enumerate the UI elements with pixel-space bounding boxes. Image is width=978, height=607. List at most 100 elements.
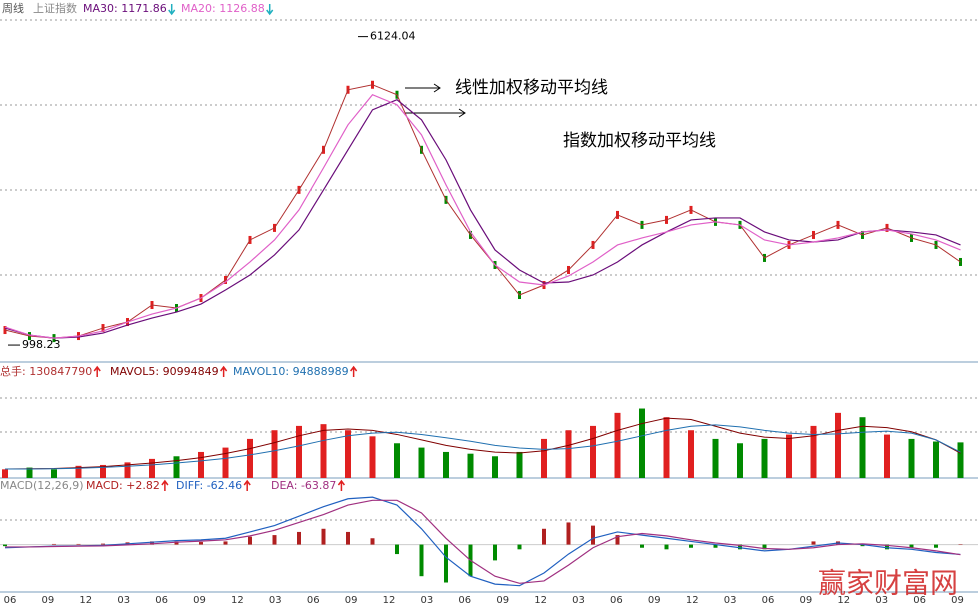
time-label: 09: [648, 595, 661, 606]
macd-bar: [223, 541, 228, 545]
period: 周线: [2, 1, 24, 15]
macd-bar: [174, 541, 179, 545]
volume-bar: [247, 438, 253, 478]
macd-bar: [101, 543, 105, 545]
volume-bar: [443, 451, 449, 478]
time-label: 09: [42, 595, 55, 606]
watermark: 赢家财富网: [818, 567, 958, 600]
trend-arrow: [266, 4, 274, 16]
macd-bar: [3, 544, 7, 547]
trend-arrow: [243, 479, 251, 491]
volume-bar: [688, 430, 694, 478]
time-label: 06: [307, 595, 320, 606]
macd-bar: [346, 531, 350, 545]
trend-arrow: [220, 365, 228, 377]
volume-bar: [516, 451, 523, 478]
volume-bar: [198, 451, 204, 478]
macd-bar: [689, 544, 693, 548]
volume-bar: [418, 447, 425, 478]
time-label: 03: [724, 595, 737, 606]
volume-bar: [369, 436, 376, 478]
trend-arrow: [337, 479, 346, 491]
trend-arrow: [93, 365, 101, 377]
time-label: 06: [913, 595, 926, 606]
time-label: 09: [496, 595, 509, 606]
trend-arrow: [350, 365, 358, 377]
macd-bar: [860, 544, 865, 547]
macd-bar: [542, 528, 546, 545]
time-label: 06: [155, 595, 168, 606]
annotation: 线性加权移动平均线: [455, 78, 608, 98]
macd-bar: [150, 541, 154, 545]
line: [5, 424, 961, 470]
volume-bar: [541, 438, 547, 478]
macd-bar: [664, 544, 669, 550]
volume-bar: [394, 443, 400, 478]
macd-bar: [419, 544, 424, 577]
volume-bar: [492, 456, 498, 478]
line: [5, 499, 961, 584]
macd-bar: [272, 535, 277, 545]
macd-bar: [395, 544, 399, 555]
volume-bar: [467, 453, 474, 478]
legend-ma30: MA30: 1171.86: [83, 2, 167, 15]
time-label: 12: [79, 595, 92, 606]
volume-bar: [663, 417, 670, 478]
annotation: 指数加权移动平均线: [563, 131, 716, 151]
volume-bar: [222, 447, 229, 478]
volume-bar: [124, 462, 131, 478]
time-label: 09: [800, 595, 813, 606]
macd-bar: [444, 544, 448, 583]
macd-bar: [321, 528, 326, 545]
volume-bar: [320, 424, 327, 478]
time-label: 09: [193, 595, 206, 606]
legend-diff: DIFF: -62.46: [176, 479, 242, 492]
volume-bar: [786, 434, 792, 478]
volume-bar: [173, 456, 180, 478]
time-label: 06: [610, 595, 623, 606]
macd-bar: [370, 538, 375, 545]
macd-bar: [640, 544, 644, 548]
volume-bar: [639, 408, 645, 478]
annotation-arrow: [458, 108, 466, 118]
macd-bar: [517, 544, 522, 550]
volume-bar: [737, 443, 743, 478]
volume-title: 总手: 130847790: [0, 364, 92, 378]
volume-bar: [761, 438, 768, 478]
volume-bar: [884, 434, 890, 478]
volume-bar: [933, 441, 939, 478]
volume-bar: [590, 425, 596, 478]
time-label: 09: [345, 595, 358, 606]
volume-bar: [908, 438, 915, 478]
macd-bar: [199, 542, 203, 545]
macd-bar: [885, 544, 889, 550]
volume-bar: [149, 458, 155, 478]
macd-bar: [738, 544, 742, 550]
trend-arrow: [161, 479, 169, 491]
annotation-arrow: [433, 83, 441, 93]
macd-bar: [762, 544, 767, 550]
macd-bar: [934, 544, 938, 548]
time-label: 12: [686, 595, 699, 606]
volume-bar: [296, 425, 302, 478]
macd-title: MACD(12,26,9): [0, 479, 84, 492]
volume-bar: [835, 412, 841, 478]
high-label: 6124.04: [370, 30, 416, 43]
time-label: 12: [383, 595, 396, 606]
legend-ma20: MA20: 1126.88: [181, 2, 265, 15]
volume-bar: [26, 467, 33, 478]
volume-bar: [271, 430, 278, 478]
volume-bar: [859, 417, 866, 478]
line: [4, 99, 961, 339]
volume-bar: [2, 469, 8, 478]
time-label: 03: [117, 595, 130, 606]
macd-bar: [248, 536, 252, 545]
volume-bar: [810, 425, 817, 478]
legend-dea: DEA: -63.87: [271, 479, 336, 492]
time-label: 03: [572, 595, 585, 606]
macd-bar: [566, 522, 571, 545]
line: [4, 94, 961, 339]
line: [4, 84, 961, 339]
time-label: 12: [837, 595, 850, 606]
